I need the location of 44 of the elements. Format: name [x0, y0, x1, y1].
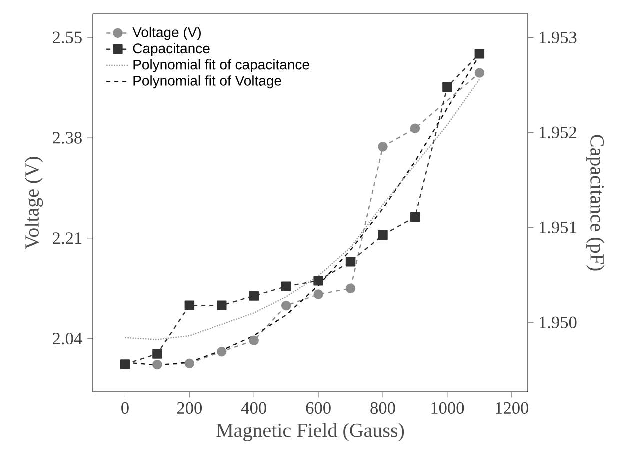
point: [120, 360, 130, 370]
point: [314, 290, 324, 300]
point: [281, 282, 292, 292]
legend-label: Voltage (V): [132, 27, 201, 40]
point: [249, 336, 259, 346]
y2-tick-label: 1.952: [540, 126, 576, 139]
y-tick-label: 2.04: [53, 332, 82, 345]
point: [249, 291, 259, 301]
point: [346, 284, 356, 294]
y2-tick-label: 1.953: [540, 32, 577, 44]
y-axis-title: Voltage (V): [24, 157, 44, 250]
point: [184, 358, 195, 368]
x-tick-label: 600: [306, 402, 331, 414]
point: [474, 49, 485, 59]
x-tick-label: 1200: [496, 402, 529, 414]
y-tick-label: 2.38: [53, 132, 82, 144]
point: [442, 82, 452, 92]
legend-label: Polynomial fit of capacitance: [134, 59, 310, 72]
point: [346, 257, 356, 267]
point: [378, 142, 388, 152]
x-tick-label: 1000: [432, 402, 464, 414]
point: [217, 346, 227, 357]
x-tick-label: 0: [122, 402, 129, 414]
point: [314, 276, 324, 286]
x-tick-label: 200: [177, 402, 202, 414]
point: [474, 68, 485, 78]
legend-label: Capacitance: [133, 43, 210, 56]
point: [410, 124, 420, 134]
y2-tick-label: 1.951: [540, 222, 576, 234]
x-tick-label: 800: [370, 402, 396, 414]
point: [281, 300, 292, 311]
point: [217, 300, 227, 310]
y-tick-label: 2.55: [53, 32, 82, 44]
x-tick-label: 400: [241, 402, 266, 414]
y-tick-label: 2.21: [53, 232, 82, 244]
point: [152, 360, 162, 370]
point: [410, 212, 420, 222]
point: [152, 349, 162, 359]
point: [378, 230, 388, 240]
point: [184, 300, 195, 310]
y2-tick-label: 1.950: [540, 316, 577, 329]
y2-axis-title: Capacitance (pF): [586, 135, 605, 271]
legend-label: Polynomial fit of Voltage: [134, 76, 282, 89]
x-axis-title: Magnetic Field (Gauss): [216, 423, 404, 442]
